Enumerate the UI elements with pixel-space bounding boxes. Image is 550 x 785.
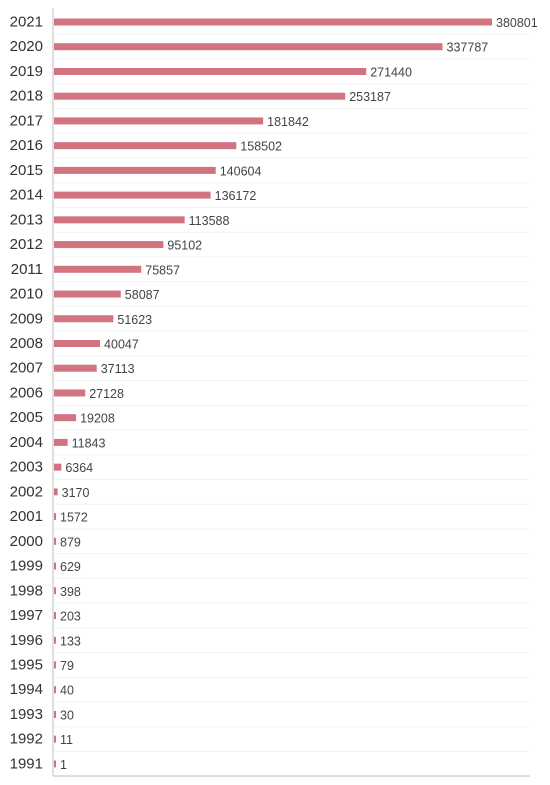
bar-1994 <box>54 686 56 694</box>
bar-1995 <box>54 661 56 669</box>
data-label-2009: 51623 <box>117 313 152 327</box>
tick-label-1995: 1995 <box>10 656 43 673</box>
bar-2019 <box>54 67 367 75</box>
data-label-2005: 19208 <box>80 412 115 426</box>
bar-1993 <box>54 710 56 718</box>
bar-2005 <box>54 414 77 422</box>
tick-label-2012: 2012 <box>10 236 43 253</box>
data-label-2010: 58087 <box>125 288 160 302</box>
tick-label-2001: 2001 <box>10 508 43 525</box>
tick-label-2010: 2010 <box>10 286 43 303</box>
data-label-1995: 79 <box>60 659 74 673</box>
data-label-1992: 11 <box>60 733 73 747</box>
tick-label-1993: 1993 <box>10 706 43 723</box>
tick-label-2016: 2016 <box>10 137 43 154</box>
data-label-2012: 95102 <box>167 239 202 253</box>
bar-2002 <box>54 488 58 496</box>
data-label-1994: 40 <box>60 684 74 698</box>
tick-label-2021: 2021 <box>10 14 43 31</box>
tick-label-2015: 2015 <box>10 162 43 179</box>
data-label-2007: 37113 <box>101 362 135 376</box>
bar-2013 <box>54 216 185 224</box>
data-label-2019: 271440 <box>370 65 412 79</box>
tick-label-2011: 2011 <box>11 261 43 278</box>
grid-layer <box>53 33 530 777</box>
data-label-1998: 398 <box>60 585 81 599</box>
bar-2011 <box>54 265 142 273</box>
bar-2021 <box>54 18 492 26</box>
tick-label-2006: 2006 <box>10 384 43 401</box>
data-label-2016: 158502 <box>240 140 282 154</box>
data-label-2015: 140604 <box>220 164 262 178</box>
bar-2008 <box>54 339 101 347</box>
data-label-2014: 136172 <box>215 189 257 203</box>
tick-label-2002: 2002 <box>10 483 43 500</box>
tick-label-2018: 2018 <box>10 88 43 105</box>
data-label-1991: 1 <box>60 758 67 772</box>
tick-label-2014: 2014 <box>10 187 43 204</box>
bar-2017 <box>54 117 264 125</box>
bar-layer <box>54 18 492 768</box>
bar-1998 <box>54 587 56 595</box>
tick-label-1991: 1991 <box>10 755 43 772</box>
tick-label-2019: 2019 <box>10 63 43 80</box>
tick-label-2020: 2020 <box>10 38 43 55</box>
tick-label-1994: 1994 <box>10 681 43 698</box>
tick-label-1992: 1992 <box>10 731 43 748</box>
bar-2018 <box>54 92 346 100</box>
data-label-2002: 3170 <box>62 486 90 500</box>
tick-label-2004: 2004 <box>10 434 43 451</box>
bar-2015 <box>54 166 216 174</box>
data-label-2003: 6364 <box>65 461 93 475</box>
bar-2020 <box>54 43 443 51</box>
label-layer: 2021 380801 2020 337787 2019 271440 2018 253187… <box>10 14 538 773</box>
tick-label-1999: 1999 <box>10 558 43 575</box>
data-label-1996: 133 <box>60 634 81 648</box>
bar-1996 <box>54 636 56 644</box>
tick-label-2009: 2009 <box>10 310 43 327</box>
bar-1997 <box>54 612 56 620</box>
data-label-2021: 380801 <box>496 16 538 30</box>
data-label-2018: 253187 <box>349 90 391 104</box>
bar-2014 <box>54 191 211 199</box>
tick-label-2008: 2008 <box>10 335 43 352</box>
data-label-2011: 75857 <box>145 263 180 277</box>
bar-2004 <box>54 438 68 446</box>
data-label-2013: 113588 <box>189 214 230 228</box>
data-label-2004: 11843 <box>72 436 106 450</box>
bar-1991 <box>54 760 56 768</box>
data-label-2017: 181842 <box>267 115 309 129</box>
bar-2000 <box>54 537 56 545</box>
data-label-2000: 879 <box>60 535 81 549</box>
tick-label-2003: 2003 <box>10 459 43 476</box>
data-label-1997: 203 <box>60 610 81 624</box>
bar-2007 <box>54 364 97 372</box>
bar-2009 <box>54 315 114 323</box>
tick-label-2013: 2013 <box>10 211 43 228</box>
tick-label-1997: 1997 <box>10 607 43 624</box>
data-label-1999: 629 <box>60 560 81 574</box>
bar-2010 <box>54 290 121 298</box>
bar-2006 <box>54 389 86 397</box>
data-label-2008: 40047 <box>104 337 139 351</box>
tick-label-1996: 1996 <box>10 632 43 649</box>
tick-label-2017: 2017 <box>10 112 43 129</box>
bar-1992 <box>54 735 56 743</box>
tick-label-2005: 2005 <box>10 409 43 426</box>
data-label-2001: 1572 <box>60 511 88 525</box>
bar-2016 <box>54 142 237 150</box>
data-label-2006: 27128 <box>89 387 124 401</box>
tick-label-1998: 1998 <box>10 582 43 599</box>
tick-label-2000: 2000 <box>10 533 43 550</box>
data-label-2020: 337787 <box>447 41 489 55</box>
tick-label-2007: 2007 <box>10 360 43 377</box>
data-label-1993: 30 <box>60 708 74 722</box>
bar-1999 <box>54 562 56 570</box>
bar-2012 <box>54 241 164 249</box>
bar-2003 <box>54 463 62 471</box>
bar-2001 <box>54 513 56 521</box>
